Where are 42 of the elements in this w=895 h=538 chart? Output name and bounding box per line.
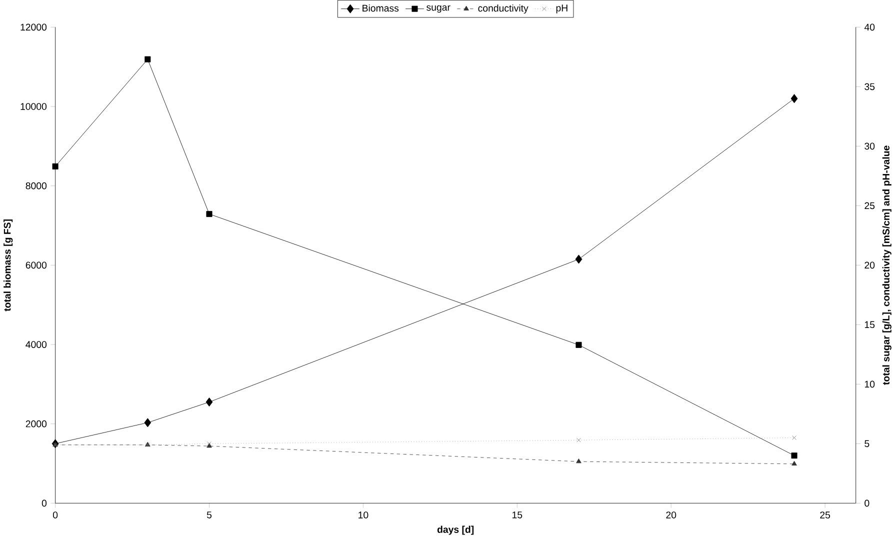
x-tick-label: 0 — [52, 511, 58, 518]
y2-tick-label: 15 — [864, 321, 875, 328]
x-axis-title: days [d] — [437, 526, 474, 535]
legend-label: pH — [556, 4, 568, 14]
y2-tick-label: 10 — [864, 380, 875, 388]
point — [791, 452, 798, 458]
y2-tick-label: 35 — [864, 83, 875, 90]
y2-tick-label: 0 — [864, 500, 870, 506]
y2-axis-title: total sugar [g/L], conductivity [mS/cm] and pH-value — [882, 145, 892, 385]
point — [144, 56, 151, 62]
point — [206, 210, 212, 217]
point — [792, 460, 797, 466]
y2-tick-label: 5 — [864, 440, 870, 447]
y2-tick-label: 40 — [864, 24, 875, 30]
legend-label: sugar — [426, 5, 450, 12]
x-tick-label: 10 — [358, 511, 368, 518]
y2-tick-label: 30 — [864, 142, 875, 150]
legend-label: Biomass — [362, 4, 399, 12]
legend-label: conductivity — [478, 4, 528, 14]
point — [575, 254, 582, 264]
point — [576, 438, 581, 442]
y-tick-label: 6000 — [26, 262, 47, 268]
y-tick-label: 8000 — [26, 182, 47, 190]
y-tick-label: 4000 — [26, 340, 47, 348]
y-tick-label: 0 — [42, 500, 47, 506]
y2-tick-label: 25 — [864, 202, 875, 209]
x-tick-label: 15 — [512, 511, 522, 518]
point — [790, 94, 798, 103]
x-tick-label: 25 — [820, 511, 830, 518]
y-tick-label: 2000 — [26, 420, 47, 428]
point — [52, 163, 58, 170]
x-tick-label: 20 — [666, 511, 676, 518]
point — [576, 342, 582, 348]
point — [206, 397, 213, 406]
y-tick-label: 10000 — [20, 102, 47, 110]
point — [144, 418, 152, 427]
y-axis-title: total biomass [g FS] — [4, 219, 13, 312]
y2-tick-label: 20 — [864, 262, 875, 268]
point — [792, 435, 796, 440]
x-tick-label: 5 — [206, 511, 212, 518]
point — [576, 458, 582, 463]
y-tick-label: 12000 — [20, 24, 47, 30]
